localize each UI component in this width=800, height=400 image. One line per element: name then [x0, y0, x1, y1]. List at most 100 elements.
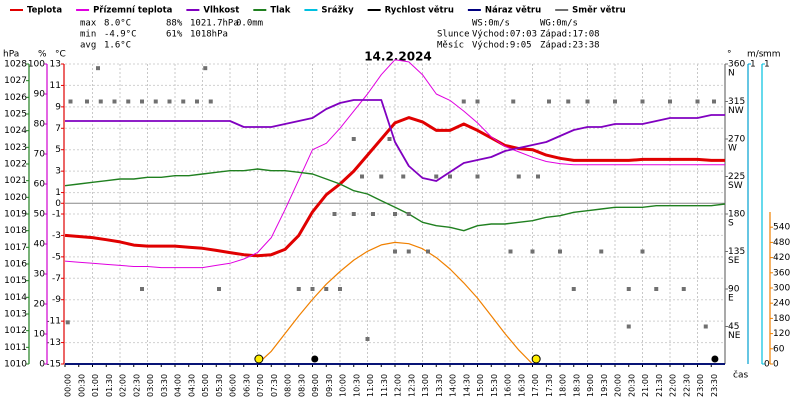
wind-direction-point: [547, 99, 551, 104]
y-tick-label: 1022: [4, 160, 27, 170]
x-tick-label: 18:00: [559, 374, 568, 397]
y-tick-label: 80: [34, 120, 46, 130]
stat-humidity: 88%: [166, 19, 183, 29]
wind-direction-point: [448, 174, 452, 179]
compass-label: N: [728, 69, 735, 79]
wind-direction-point: [387, 137, 392, 141]
y-tick-label: 9: [55, 102, 61, 112]
legend-label: Rychlost větru: [385, 5, 454, 16]
x-tick-label: 04:30: [187, 374, 196, 397]
x-tick-label: 08:30: [297, 374, 306, 397]
y-tick-label: -9: [52, 295, 61, 305]
wind-direction-point: [140, 99, 144, 104]
stat-temp: 8.0°C: [104, 19, 131, 29]
compass-label: NE: [728, 331, 741, 341]
y-tick-label: 0: [39, 360, 45, 370]
wind-direction-point: [640, 99, 645, 104]
y-tick-label: -11: [46, 317, 61, 327]
x-tick-label: 14:00: [449, 374, 458, 397]
compass-label: SE: [728, 256, 740, 266]
y-tick-label: 45: [728, 322, 739, 332]
wind-direction-point: [654, 287, 659, 291]
y-tick-label: 90: [34, 90, 46, 100]
axis-title: °: [727, 50, 732, 60]
y-tick-label: 5: [55, 145, 61, 155]
y-tick-label: 1021: [4, 176, 27, 186]
wind-direction-point: [712, 99, 716, 104]
y-tick-label: -7: [52, 274, 61, 284]
y-tick-label: 40: [34, 240, 46, 250]
x-tick-label: 13:30: [435, 374, 444, 397]
x-tick-label: 07:30: [270, 374, 279, 397]
wind-direction-point: [695, 99, 700, 104]
stat-temp: 1.6°C: [104, 41, 131, 51]
y-tick-label: 60: [34, 180, 46, 190]
y-tick-label: 11: [50, 81, 61, 91]
y-tick-label: 0: [773, 360, 779, 370]
axis-title: %: [38, 50, 47, 60]
y-tick-label: 120: [773, 329, 790, 339]
y-tick-label: 480: [773, 238, 790, 248]
wind-direction-point: [571, 287, 576, 291]
y-tick-label: 13: [50, 60, 61, 70]
wind-direction-point: [96, 66, 100, 71]
wind-direction-point: [65, 320, 70, 325]
series-line: [65, 99, 725, 182]
y-tick-label: 50: [34, 210, 46, 220]
wind-direction-point: [613, 99, 617, 104]
wind-direction-point: [85, 99, 89, 104]
wind-direction-point: [626, 287, 631, 291]
wind-direction-point: [153, 99, 158, 104]
y-tick-label: 1: [764, 60, 770, 70]
wind-direction-point: [98, 99, 103, 104]
y-tick-label: 100: [28, 60, 45, 70]
x-axis-label: čas: [733, 370, 748, 381]
wind-direction-point: [351, 212, 356, 216]
wind-direction-point: [393, 212, 397, 216]
stat-precip: 0.0mm: [236, 19, 263, 29]
wind-direction-point: [324, 287, 329, 291]
y-tick-label: 1: [750, 60, 756, 70]
x-tick-label: 06:00: [229, 374, 238, 397]
x-tick-label: 06:30: [242, 374, 251, 397]
y-tick-label: 30: [34, 270, 46, 280]
wind-direction-point: [217, 287, 221, 291]
sun-rise: Východ:07:03: [472, 30, 537, 40]
x-tick-label: 04:00: [174, 374, 183, 397]
y-tick-label: 1011: [4, 343, 27, 353]
y-tick-label: 1027: [4, 76, 27, 86]
y-tick-label: 20: [34, 300, 46, 310]
y-tick-label: 7: [55, 124, 61, 134]
x-tick-label: 05:30: [215, 374, 224, 397]
moon-marker: [311, 355, 319, 363]
wind-direction-point: [406, 249, 411, 254]
wind-direction-point: [585, 99, 590, 104]
wind-gust-info: WG:0m/s: [540, 19, 578, 29]
y-tick-label: 1028: [4, 60, 27, 70]
x-tick-label: 13:00: [421, 374, 430, 397]
wind-direction-point: [181, 99, 186, 104]
x-tick-label: 20:00: [614, 374, 623, 397]
y-tick-label: 3: [55, 167, 61, 177]
wind-direction-point: [426, 249, 430, 254]
wind-direction-point: [461, 99, 466, 104]
compass-label: NW: [728, 106, 744, 116]
axis-title: m/s: [747, 50, 764, 60]
wind-direction-point: [379, 174, 384, 179]
wind-direction-point: [511, 99, 516, 104]
chart-title: 14.2.2024: [364, 50, 432, 64]
wind-direction-point: [360, 174, 364, 179]
wind-direction-point: [126, 99, 131, 104]
x-tick-label: 12:30: [407, 374, 416, 397]
x-tick-label: 11:30: [380, 374, 389, 397]
stat-label: min: [80, 30, 96, 40]
x-tick-label: 10:00: [339, 374, 348, 397]
y-tick-label: 1014: [4, 293, 27, 303]
wind-direction-point: [599, 249, 604, 254]
series-line: [64, 116, 725, 258]
sun-marker: [531, 354, 541, 364]
y-tick-label: 540: [773, 223, 790, 233]
y-tick-label: 1026: [4, 93, 27, 103]
moon-set: Západ:23:38: [540, 41, 600, 51]
legend-label: Tlak: [270, 6, 290, 16]
